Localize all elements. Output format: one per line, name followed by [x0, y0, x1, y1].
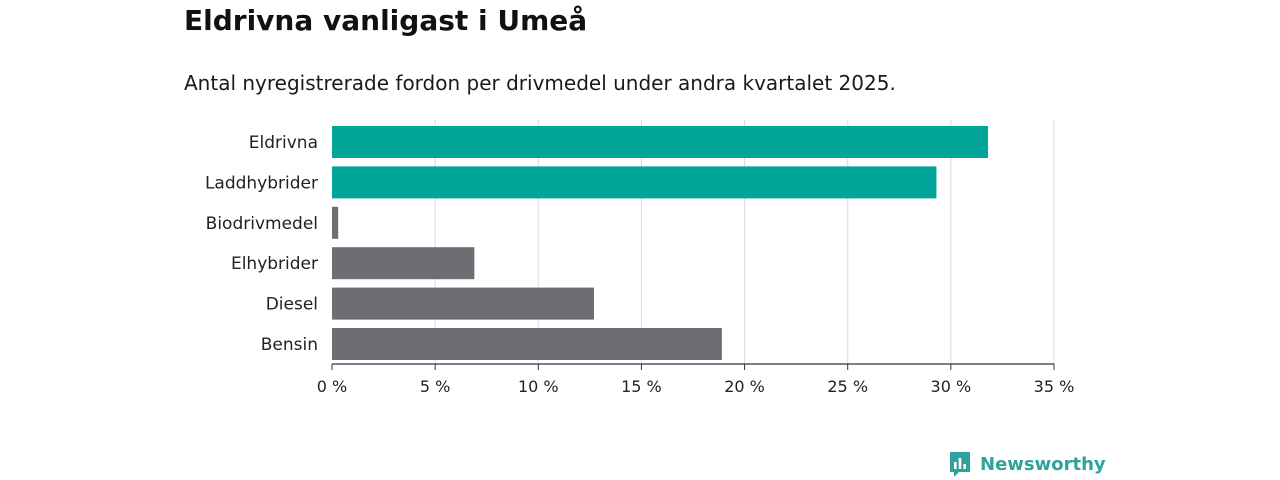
bars — [332, 126, 988, 360]
x-tick-label: 25 % — [827, 377, 868, 396]
x-tick-label: 10 % — [518, 377, 559, 396]
bar — [332, 206, 339, 239]
category-label: Laddhybrider — [205, 173, 318, 193]
category-label: Diesel — [266, 295, 318, 315]
x-tick-label: 20 % — [724, 377, 765, 396]
x-axis: 0 % 5 % 10 % 15 % 20 % 25 % 30 % 35 % — [317, 363, 1075, 396]
bar — [332, 166, 937, 199]
category-label: Bensin — [261, 335, 318, 355]
chart-subtitle: Antal nyregistrerade fordon per drivmede… — [184, 71, 896, 95]
bar — [332, 328, 722, 360]
x-tick-label: 0 % — [317, 377, 347, 396]
bar — [332, 126, 988, 158]
x-tick-label: 35 % — [1034, 377, 1075, 396]
bar — [332, 247, 475, 280]
gridlines — [434, 120, 1055, 364]
x-tick-label: 15 % — [621, 377, 662, 396]
category-label: Eldrivna — [249, 133, 318, 153]
category-label: Elhybrider — [231, 254, 318, 274]
category-labels: Eldrivna Laddhybrider Biodrivmedel Elhybrid… — [205, 133, 318, 355]
newsworthy-logo-icon — [950, 452, 970, 477]
chart-title: Eldrivna vanligast i Umeå — [184, 4, 588, 37]
x-tick-label: 30 % — [931, 377, 972, 396]
x-tick-label: 5 % — [420, 377, 450, 396]
category-label: Biodrivmedel — [206, 214, 318, 234]
bar — [332, 287, 594, 320]
brand-name: Newsworthy — [980, 453, 1106, 475]
brand-logo: Newsworthy — [948, 450, 1106, 478]
